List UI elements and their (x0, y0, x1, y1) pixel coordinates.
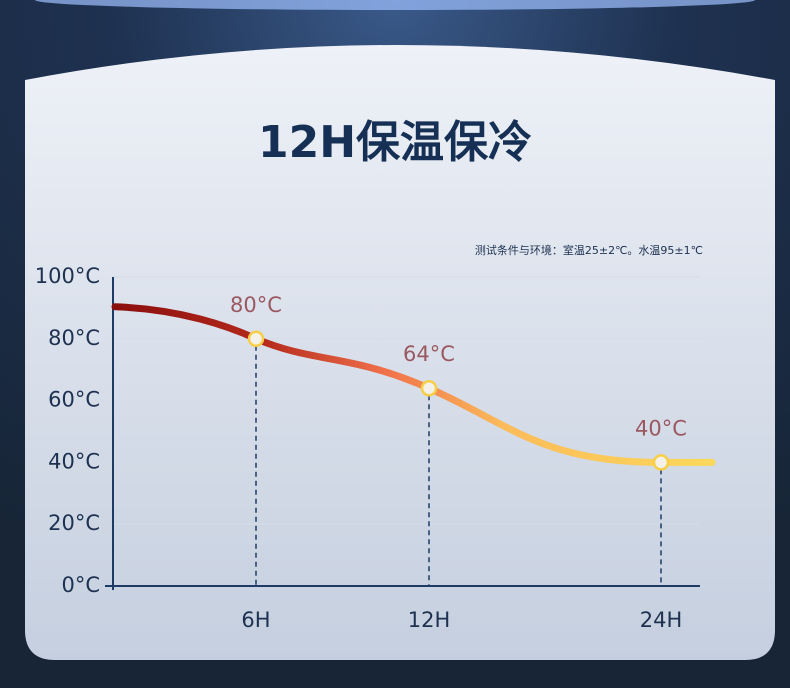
card (25, 45, 775, 660)
value-label: 80°C (230, 293, 282, 317)
y-tick-label: 20°C (48, 511, 100, 535)
y-tick-label: 0°C (61, 573, 100, 597)
y-tick-label: 100°C (35, 264, 100, 288)
x-tick-label: 6H (241, 608, 270, 632)
y-tick-label: 40°C (48, 449, 100, 473)
y-tick-label: 60°C (48, 388, 100, 412)
glow (35, 0, 755, 10)
point (420, 379, 438, 397)
curve-head (111, 303, 260, 343)
value-label: 64°C (403, 342, 455, 366)
value-label: 40°C (635, 416, 687, 440)
point (652, 454, 670, 471)
test-note: 测试条件与环境：室温25±2℃。水温95±1℃ (475, 243, 703, 257)
chart-title: 12H保温保冷 (258, 117, 532, 168)
point (247, 330, 265, 348)
y-tick-label: 80°C (48, 326, 100, 350)
plot: 0°C 20°C 40°C 60°C 80°C 100°C 6H 12H 24H 80°C 64°C… (35, 264, 716, 632)
x-tick-label: 24H (640, 608, 683, 632)
x-tick-label: 12H (408, 608, 451, 632)
